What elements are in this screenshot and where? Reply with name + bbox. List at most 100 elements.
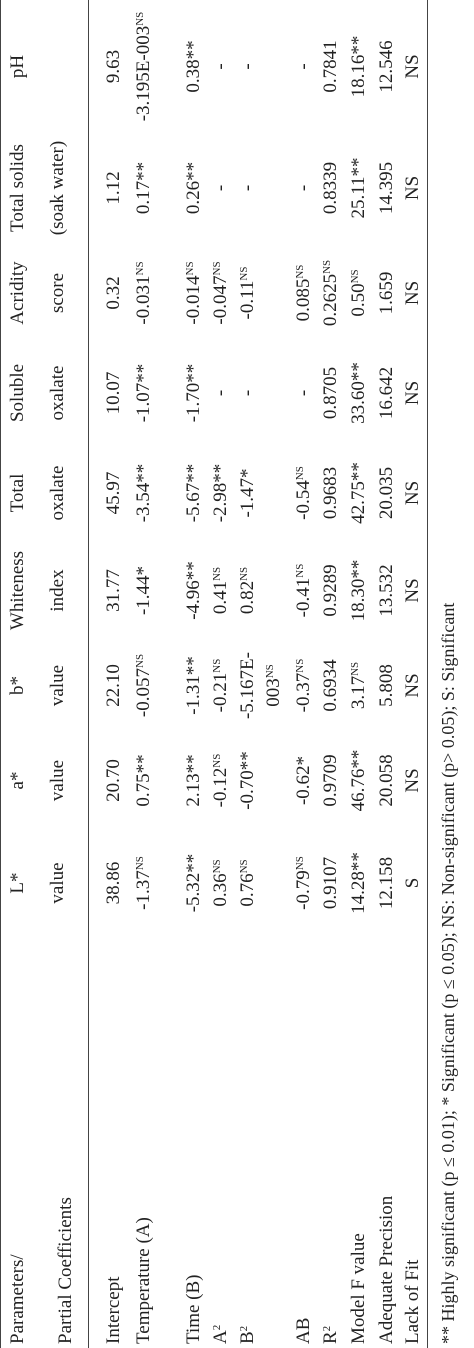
cell-value: -0.057 bbox=[132, 668, 154, 718]
cell-value: -1.31** bbox=[182, 656, 204, 715]
cell-value: 2.13** bbox=[182, 754, 204, 807]
value-cell: 0.9289 bbox=[318, 543, 346, 638]
row-label-cell: R2 bbox=[318, 938, 346, 1348]
value-cell: -3.195E-003NS bbox=[131, 0, 181, 133]
value-cell: 0.9107 bbox=[318, 828, 346, 938]
value-cell: -0.047NS bbox=[208, 243, 235, 343]
row-label: AB bbox=[292, 1317, 314, 1344]
value-cell: -0.62* bbox=[291, 733, 318, 828]
cell-value: -5.32** bbox=[182, 853, 204, 913]
value-cell: 38.86 bbox=[89, 828, 131, 938]
value-cell: NS bbox=[400, 543, 428, 638]
cell-value: - bbox=[292, 389, 314, 397]
cell-value: 0.41 bbox=[209, 580, 231, 615]
row-label: R bbox=[319, 1331, 341, 1344]
cell-value: NS bbox=[401, 578, 423, 603]
significance-mark: 2 bbox=[210, 1324, 223, 1331]
cell-value: NS bbox=[401, 54, 423, 79]
value-cell: -0.031NS bbox=[131, 243, 181, 343]
cell-value: 33.60** bbox=[347, 362, 369, 424]
header-line: value bbox=[47, 759, 68, 802]
row-label-cell: Adequate Precision bbox=[374, 938, 400, 1348]
table-row: A2 0.36NS -0.12NS -0.21NS 0.41NS -2.98** - -0.0… bbox=[208, 0, 235, 1348]
cell-value: -0.37 bbox=[292, 672, 314, 713]
value-cell: 13.532 bbox=[374, 543, 400, 638]
significance-mark: NS bbox=[133, 261, 146, 276]
value-cell: 0.38** bbox=[181, 0, 208, 133]
cell-value: 1.12 bbox=[103, 171, 124, 205]
significance-mark: NS bbox=[293, 658, 306, 673]
significance-mark: NS bbox=[237, 266, 250, 281]
value-cell: - bbox=[291, 0, 318, 133]
column-header: b* value bbox=[1, 638, 89, 733]
value-cell: 0.085NS bbox=[291, 243, 318, 343]
cell-value: -0.11 bbox=[236, 280, 258, 320]
value-cell: 31.77 bbox=[89, 543, 131, 638]
value-cell: 0.8705 bbox=[318, 343, 346, 443]
cell-value: 0.76 bbox=[236, 873, 258, 907]
row-label: Time (B) bbox=[182, 1274, 204, 1344]
cell-value: 12.158 bbox=[375, 856, 397, 910]
table-row: Lack of Fit S NS NS NS NS NS NS NS NS bbox=[399, 0, 428, 1348]
significance-mark: NS bbox=[293, 466, 306, 481]
cell-value: 0.7841 bbox=[319, 40, 341, 93]
value-cell: - bbox=[208, 0, 235, 133]
table-row: Model F value 14.28** 46.76** 3.17NS 18.30**… bbox=[346, 0, 374, 1348]
cell-value: NS bbox=[401, 280, 423, 306]
cell-value: 5.808 bbox=[375, 664, 397, 707]
cell-value: 12.546 bbox=[375, 40, 397, 93]
table-body: Intercept 38.86 20.70 22.10 31.77 45.97 10.07 0… bbox=[89, 0, 428, 1348]
row-label-cell: Lack of Fit bbox=[400, 938, 428, 1348]
significance-mark: NS bbox=[210, 753, 223, 768]
value-cell: 16.642 bbox=[374, 343, 400, 443]
row-label: Adequate Precision bbox=[375, 1195, 397, 1344]
cell-value: 46.76** bbox=[347, 749, 369, 812]
cell-value: - bbox=[292, 184, 314, 192]
value-cell: - bbox=[235, 133, 291, 243]
cell-value: - bbox=[292, 63, 314, 70]
cell-value: -0.12 bbox=[209, 767, 231, 808]
significance-mark: NS bbox=[210, 566, 223, 581]
column-header: L* value bbox=[1, 828, 89, 938]
header-line: (soak water) bbox=[47, 140, 68, 236]
row-label: Model F value bbox=[347, 1233, 369, 1344]
cell-value: 0.17** bbox=[132, 161, 154, 215]
cell-value: 1.659 bbox=[375, 271, 397, 315]
value-cell: 0.76NS bbox=[235, 828, 291, 938]
table-row: Adequate Precision 12.158 20.058 5.808 13.53… bbox=[374, 0, 400, 1348]
significance-mark: NS bbox=[183, 261, 196, 276]
cell-value: -0.031 bbox=[132, 275, 154, 325]
value-cell: -4.96** bbox=[181, 543, 208, 638]
cell-value: 0.9683 bbox=[319, 466, 341, 520]
value-cell: 42.75** bbox=[346, 443, 374, 543]
value-cell: -5.67** bbox=[181, 443, 208, 543]
value-cell: - bbox=[291, 133, 318, 243]
table-row: AB -0.79NS -0.62* -0.37NS -0.41NS -0.54NS -0.0… bbox=[291, 0, 318, 1348]
value-cell: NS bbox=[400, 733, 428, 828]
column-header: Acridity score bbox=[1, 243, 89, 343]
significance-mark: NS bbox=[348, 269, 361, 284]
significance-mark: 2 bbox=[320, 1325, 333, 1332]
value-cell: - bbox=[235, 343, 291, 443]
value-cell: -5.167E-003NS bbox=[235, 638, 291, 733]
row-label-cell: Temperature (A) bbox=[131, 938, 181, 1348]
significance-mark: NS bbox=[210, 859, 223, 874]
column-header: a* value bbox=[1, 733, 89, 828]
value-cell: 5.808 bbox=[374, 638, 400, 733]
header-line: value bbox=[47, 664, 68, 707]
value-cell: -0.70** bbox=[235, 733, 291, 828]
value-cell: 0.7841 bbox=[318, 0, 346, 133]
cell-value: -0.70** bbox=[236, 751, 258, 810]
partial-coefficients-label: Partial Coefficients bbox=[55, 1197, 76, 1344]
value-cell: 0.9683 bbox=[318, 443, 346, 543]
value-cell: 10.07 bbox=[89, 343, 131, 443]
value-cell: -5.32** bbox=[181, 828, 208, 938]
value-cell: 0.6934 bbox=[318, 638, 346, 733]
value-cell: -1.37NS bbox=[131, 828, 181, 938]
cell-value: S bbox=[401, 877, 423, 889]
value-cell: - bbox=[291, 343, 318, 443]
cell-value: -1.47* bbox=[236, 468, 258, 518]
cell-value: 20.70 bbox=[103, 759, 124, 802]
cell-value: -0.014 bbox=[182, 275, 204, 325]
